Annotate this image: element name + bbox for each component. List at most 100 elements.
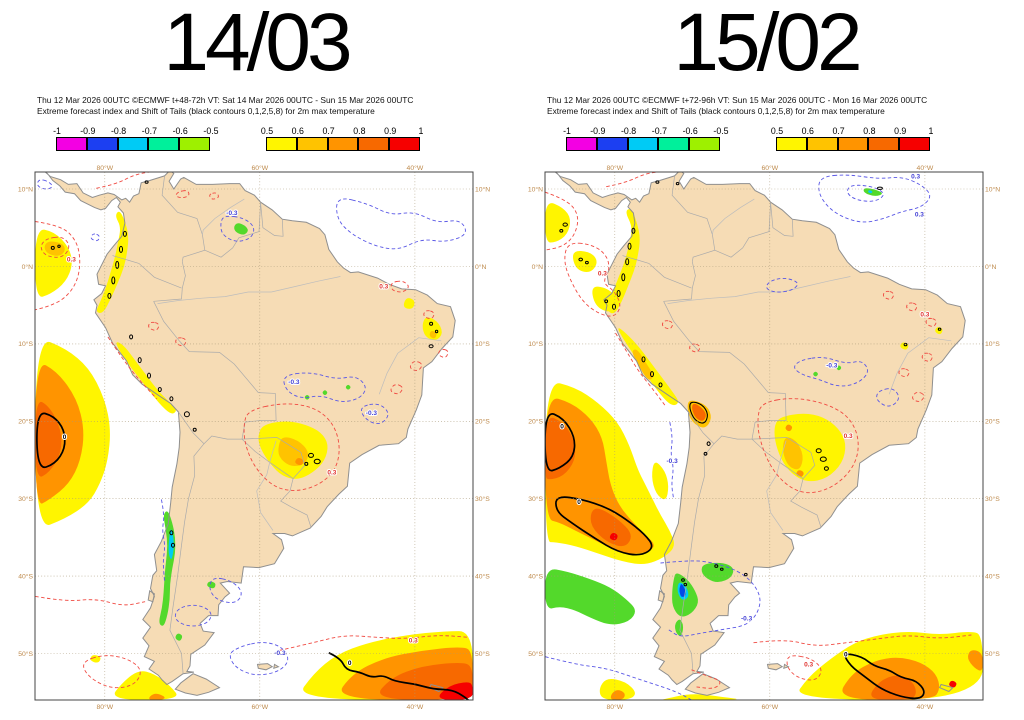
svg-text:0.3: 0.3 — [598, 270, 607, 277]
svg-text:10°S: 10°S — [18, 340, 33, 348]
svg-text:10°N: 10°N — [528, 185, 543, 193]
efi-map: 0.3 0.3 0.3 0.3 -0.3 -0.3 -0.3 -0.3 0 0 80°W 80°W 60… — [11, 164, 511, 720]
svg-text:0: 0 — [560, 424, 564, 431]
legend-color-cell — [776, 137, 807, 151]
legend-tick-label: 0.6 — [291, 126, 304, 136]
svg-text:30°S: 30°S — [475, 495, 490, 503]
map-frame — [34, 171, 474, 701]
graticule — [545, 172, 983, 700]
forecast-panel-right: 15/02 Thu 12 Mar 2026 00UTC ©ECMWF t+72-… — [510, 0, 1022, 720]
legend-tick-label: 0.9 — [894, 126, 907, 136]
legend-tick-label: -0.8 — [621, 126, 637, 136]
efi-map-right: 0.30.30.30.30.30.3-0.3-0.3-0.300080°W80°… — [528, 164, 1000, 711]
svg-text:20°S: 20°S — [985, 418, 1000, 426]
svg-text:0°N: 0°N — [475, 263, 486, 271]
efi-map-left: 0.30.30.30.3-0.3-0.3-0.3-0.30080°W80°W60… — [18, 164, 490, 711]
legend-color-cell — [117, 137, 149, 151]
svg-text:60°W: 60°W — [251, 703, 268, 711]
legend-color-cell — [389, 137, 420, 151]
svg-text:0.3: 0.3 — [804, 661, 813, 668]
tick-labels: 80°W 80°W 60°W 60°W 40°W 40°W 10°N 10°N 0°N 0°N 10… — [528, 164, 1000, 711]
svg-text:0.3: 0.3 — [379, 284, 388, 291]
map-header-line1: Thu 12 Mar 2026 00UTC ©ECMWF t+48-72h VT… — [37, 95, 414, 105]
svg-text:-0.3: -0.3 — [826, 363, 838, 370]
svg-text:40°S: 40°S — [475, 572, 490, 580]
svg-text:30°S: 30°S — [528, 495, 543, 503]
svg-text:10°N: 10°N — [475, 185, 490, 193]
svg-text:0.3: 0.3 — [327, 469, 336, 476]
svg-text:40°S: 40°S — [18, 572, 33, 580]
svg-text:50°S: 50°S — [528, 650, 543, 658]
svg-text:-0.3: -0.3 — [288, 379, 300, 386]
svg-text:40°S: 40°S — [985, 572, 1000, 580]
legend-color-cell — [627, 137, 659, 151]
graticule — [35, 172, 473, 700]
map-frame — [544, 171, 984, 701]
svg-text:-0.3: -0.3 — [666, 458, 678, 465]
svg-text:10°N: 10°N — [18, 185, 33, 193]
legend-color-cell — [596, 137, 628, 151]
legend-tick-label: 0.6 — [801, 126, 814, 136]
legend-tick-label: 0.8 — [353, 126, 366, 136]
legend-tick-label: -0.5 — [713, 126, 729, 136]
forecast-panel-left: 14/03 Thu 12 Mar 2026 00UTC ©ECMWF t+48-… — [11, 0, 511, 720]
svg-text:60°W: 60°W — [761, 164, 778, 172]
legend-tick-label: -0.6 — [682, 126, 698, 136]
svg-text:0.3: 0.3 — [911, 174, 920, 181]
efi-contours — [545, 172, 972, 700]
svg-text:0.3: 0.3 — [67, 257, 76, 264]
legend-tick-label: -0.7 — [141, 126, 157, 136]
svg-text:0°N: 0°N — [532, 263, 543, 271]
rivers — [157, 198, 442, 531]
svg-text:80°W: 80°W — [606, 703, 623, 711]
country-borders — [112, 176, 312, 674]
legend-tick-label: 1 — [928, 126, 934, 136]
svg-text:60°W: 60°W — [761, 703, 778, 711]
page-title: 15/02 — [673, 0, 862, 88]
map-header-line1: Thu 12 Mar 2026 00UTC ©ECMWF t+72-96h VT… — [547, 95, 928, 105]
svg-text:30°S: 30°S — [985, 495, 1000, 503]
page-title: 14/03 — [163, 0, 352, 88]
legend-tick-label: -0.8 — [111, 126, 127, 136]
svg-text:40°W: 40°W — [917, 703, 934, 711]
legend-tick-label: 0.5 — [770, 126, 784, 136]
svg-text:-0.3: -0.3 — [741, 616, 753, 623]
svg-text:80°W: 80°W — [96, 703, 113, 711]
svg-text:-0.3: -0.3 — [366, 410, 378, 417]
svg-text:0°N: 0°N — [22, 263, 33, 271]
svg-text:20°S: 20°S — [528, 418, 543, 426]
efi-contours — [35, 172, 469, 700]
svg-text:10°N: 10°N — [985, 185, 1000, 193]
svg-text:10°S: 10°S — [475, 340, 490, 348]
svg-text:80°W: 80°W — [96, 164, 113, 172]
legend-tick-label: -0.7 — [651, 126, 667, 136]
legend-color-cell — [179, 137, 210, 151]
legend-color-cell — [296, 137, 328, 151]
svg-text:50°S: 50°S — [985, 650, 1000, 658]
svg-text:0: 0 — [348, 660, 352, 667]
legend-tick-label: -0.6 — [172, 126, 188, 136]
legend-color-cell — [837, 137, 869, 151]
legend-tick-label: -0.5 — [203, 126, 219, 136]
legend-color-cell — [868, 137, 900, 151]
legend-color-cell — [358, 137, 390, 151]
svg-text:0.3: 0.3 — [915, 212, 924, 219]
svg-text:50°S: 50°S — [18, 650, 33, 658]
svg-text:40°S: 40°S — [528, 572, 543, 580]
efi-shading — [545, 188, 983, 700]
svg-text:40°W: 40°W — [407, 703, 424, 711]
svg-text:20°S: 20°S — [475, 418, 490, 426]
legend-color-cell — [658, 137, 690, 151]
svg-text:0.3: 0.3 — [409, 637, 418, 644]
svg-text:20°S: 20°S — [18, 418, 33, 426]
efi-color-legend: -1 -0.9 -0.8 -0.7 -0.6 -0.5 0.5 0.6 0.7 0.8 0.9 1 — [510, 126, 1022, 160]
legend-color-cell — [56, 137, 87, 151]
legend-tick-label: 0.7 — [832, 126, 845, 136]
legend-tick-label: 1 — [418, 126, 424, 136]
legend-color-cell — [566, 137, 597, 151]
rivers — [667, 198, 952, 531]
legend-tick-label: 0.9 — [384, 126, 397, 136]
legend-tick-label: 0.8 — [863, 126, 876, 136]
legend-color-cell — [86, 137, 118, 151]
